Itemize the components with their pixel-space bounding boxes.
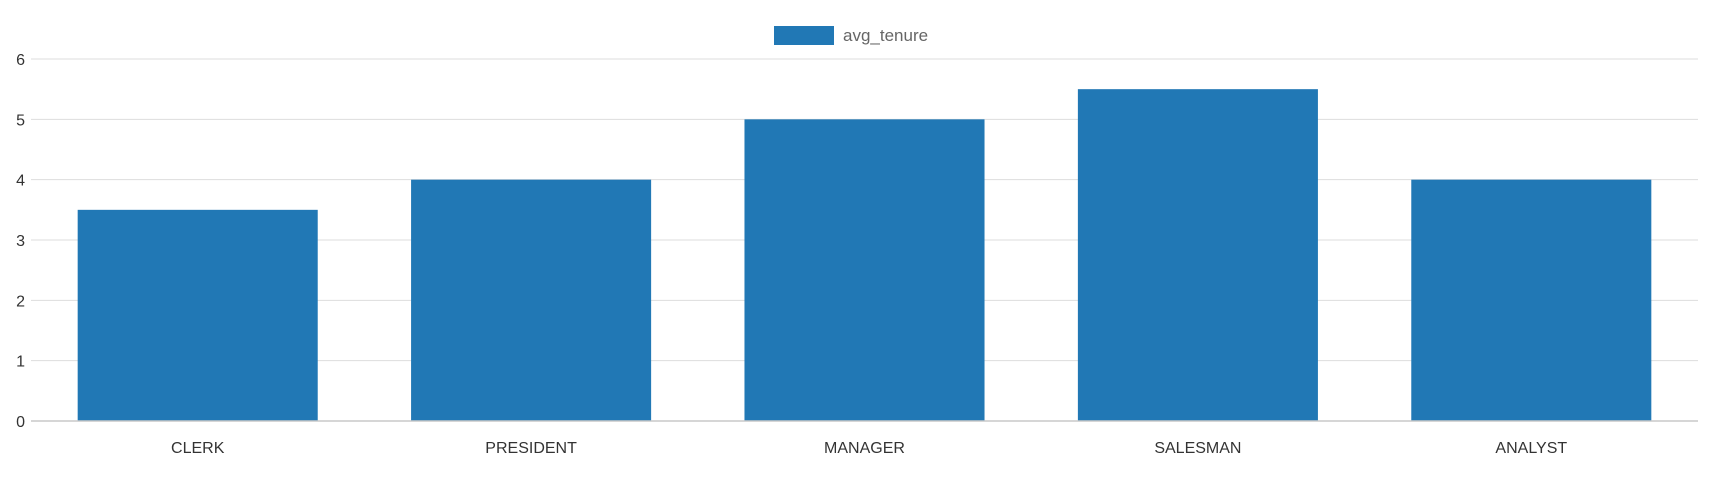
bar-analyst[interactable] [1411,179,1652,421]
legend[interactable]: avg_tenure [774,26,928,45]
y-tick-label: 2 [16,293,25,310]
y-tick-label: 4 [16,173,25,190]
x-tick-label: MANAGER [824,440,905,457]
bar-clerk[interactable] [77,209,318,421]
y-tick-label: 3 [16,233,25,250]
bar-manager[interactable] [744,119,985,421]
y-tick-label: 0 [16,414,25,431]
legend-label[interactable]: avg_tenure [843,26,928,45]
y-tick-label: 6 [16,52,25,69]
bars [77,89,1652,422]
legend-swatch[interactable] [774,26,834,45]
x-tick-label: CLERK [171,440,225,457]
x-tick-label: ANALYST [1495,440,1567,457]
y-tick-label: 5 [16,112,25,129]
y-tick-label: 1 [16,354,25,371]
x-tick-label: SALESMAN [1154,440,1241,457]
axes: 0 1 2 3 4 5 6 CLERK PRESIDENT MANAGER SALESMAN ANAL… [16,52,1698,457]
bar-salesman[interactable] [1077,89,1318,422]
x-tick-label: PRESIDENT [485,440,577,457]
bar-president[interactable] [411,179,652,421]
